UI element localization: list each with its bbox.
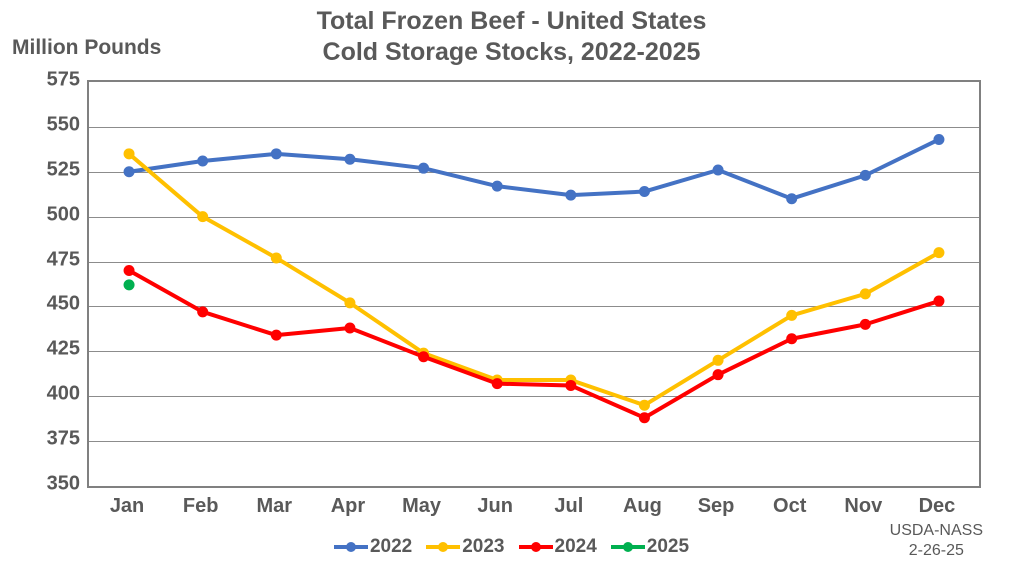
legend-item-2024: 2024 bbox=[519, 536, 597, 558]
y-tick-label: 525 bbox=[25, 158, 80, 181]
legend-item-2025: 2025 bbox=[611, 536, 689, 558]
series-marker-2023 bbox=[124, 148, 135, 159]
series-marker-2024 bbox=[565, 380, 576, 391]
series-marker-2023 bbox=[860, 288, 871, 299]
plot-area bbox=[87, 80, 981, 488]
legend: 2022 2023 2024 2025 bbox=[0, 536, 1023, 559]
series-marker-2022 bbox=[713, 164, 724, 175]
legend-item-2023: 2023 bbox=[426, 536, 504, 558]
series-marker-2022 bbox=[492, 181, 503, 192]
series-marker-2023 bbox=[344, 297, 355, 308]
attribution-date: 2-26-25 bbox=[890, 541, 983, 561]
series-marker-2022 bbox=[418, 163, 429, 174]
series-marker-2024 bbox=[933, 296, 944, 307]
series-marker-2024 bbox=[786, 333, 797, 344]
legend-label: 2025 bbox=[647, 536, 689, 558]
series-marker-2024 bbox=[713, 369, 724, 380]
series-marker-2022 bbox=[639, 186, 650, 197]
legend-label: 2024 bbox=[555, 536, 597, 558]
series-line-2022 bbox=[129, 139, 939, 198]
x-tick-label: Oct bbox=[773, 495, 806, 518]
series-marker-2022 bbox=[933, 134, 944, 145]
x-tick-label: Aug bbox=[623, 495, 662, 518]
series-marker-2023 bbox=[933, 247, 944, 258]
attribution-source: USDA-NASS bbox=[890, 521, 983, 541]
series-marker-2024 bbox=[124, 265, 135, 276]
series-marker-2023 bbox=[271, 252, 282, 263]
y-tick-label: 575 bbox=[25, 69, 80, 92]
x-tick-label: Jun bbox=[477, 495, 513, 518]
x-tick-label: Dec bbox=[919, 495, 956, 518]
series-marker-2023 bbox=[713, 355, 724, 366]
x-tick-label: Jul bbox=[554, 495, 583, 518]
y-tick-label: 425 bbox=[25, 338, 80, 361]
series-marker-2022 bbox=[197, 156, 208, 167]
x-tick-label: Sep bbox=[698, 495, 735, 518]
legend-swatch-icon bbox=[426, 540, 460, 554]
series-line-2024 bbox=[129, 271, 939, 418]
x-tick-label: Jan bbox=[110, 495, 144, 518]
legend-swatch-icon bbox=[611, 540, 645, 554]
legend-swatch-icon bbox=[519, 540, 553, 554]
x-tick-label: Mar bbox=[257, 495, 293, 518]
y-tick-label: 500 bbox=[25, 203, 80, 226]
chart-page: Million Pounds Total Frozen Beef - Unite… bbox=[0, 0, 1023, 579]
x-tick-label: Feb bbox=[183, 495, 219, 518]
y-tick-label: 375 bbox=[25, 428, 80, 451]
y-tick-label: 400 bbox=[25, 383, 80, 406]
x-tick-label: Apr bbox=[331, 495, 365, 518]
series-marker-2022 bbox=[124, 166, 135, 177]
legend-swatch-icon bbox=[334, 540, 368, 554]
series-marker-2024 bbox=[197, 306, 208, 317]
series-marker-2023 bbox=[197, 211, 208, 222]
legend-label: 2023 bbox=[462, 536, 504, 558]
series-marker-2023 bbox=[786, 310, 797, 321]
series-marker-2024 bbox=[271, 330, 282, 341]
series-marker-2024 bbox=[418, 351, 429, 362]
chart-title-line2: Cold Storage Stocks, 2022-2025 bbox=[0, 37, 1023, 68]
series-marker-2024 bbox=[344, 322, 355, 333]
series-marker-2024 bbox=[492, 378, 503, 389]
series-marker-2024 bbox=[860, 319, 871, 330]
y-tick-label: 450 bbox=[25, 293, 80, 316]
legend-label: 2022 bbox=[370, 536, 412, 558]
series-marker-2022 bbox=[860, 170, 871, 181]
series-marker-2022 bbox=[565, 190, 576, 201]
legend-item-2022: 2022 bbox=[334, 536, 412, 558]
series-marker-2022 bbox=[786, 193, 797, 204]
series-lines bbox=[89, 82, 979, 486]
series-marker-2024 bbox=[639, 412, 650, 423]
y-tick-label: 350 bbox=[25, 473, 80, 496]
x-tick-label: Nov bbox=[844, 495, 882, 518]
x-tick-label: May bbox=[402, 495, 441, 518]
y-tick-label: 475 bbox=[25, 248, 80, 271]
y-tick-label: 550 bbox=[25, 113, 80, 136]
series-marker-2022 bbox=[271, 148, 282, 159]
chart-title-line1: Total Frozen Beef - United States bbox=[0, 6, 1023, 37]
series-marker-2023 bbox=[639, 400, 650, 411]
series-marker-2022 bbox=[344, 154, 355, 165]
attribution: USDA-NASS 2-26-25 bbox=[890, 521, 983, 561]
chart-title: Total Frozen Beef - United States Cold S… bbox=[0, 6, 1023, 69]
series-marker-2025 bbox=[124, 279, 135, 290]
